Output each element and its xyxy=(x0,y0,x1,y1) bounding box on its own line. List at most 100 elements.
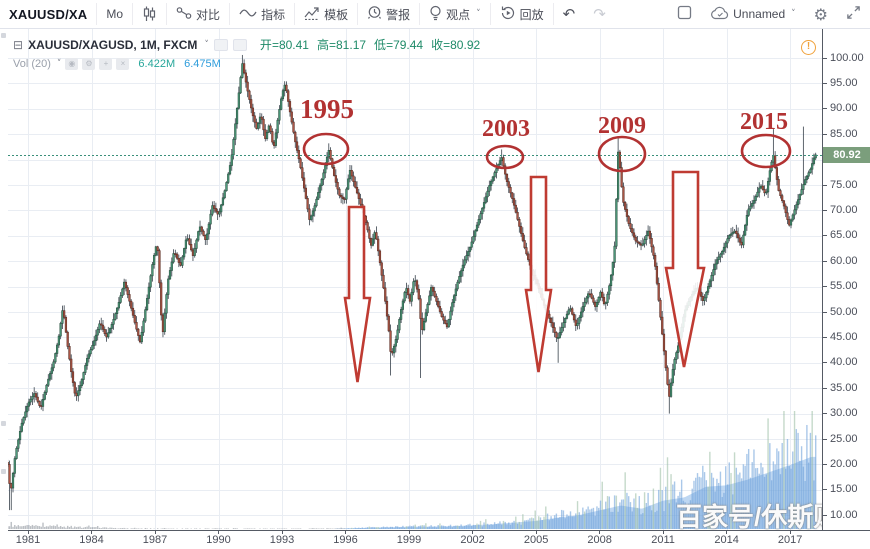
undo-button[interactable]: ↶ xyxy=(554,0,585,28)
volume-current-value: 6.422M xyxy=(138,58,176,70)
volume-label[interactable]: Vol (20) xyxy=(13,58,51,70)
cloud-save-button[interactable]: Unnamed ˅ xyxy=(701,0,805,28)
price-tick-label: 100.00 xyxy=(830,51,864,64)
collapse-legend-icon[interactable]: ⊟ xyxy=(13,37,24,52)
volume-close-button[interactable]: × xyxy=(116,58,130,70)
time-tick-label: 2011 xyxy=(651,534,675,546)
price-tick-mark xyxy=(823,260,827,262)
indicators-button[interactable]: 指标 xyxy=(230,0,294,28)
compare-button[interactable]: 对比 xyxy=(167,0,229,28)
low-value: =79.44 xyxy=(386,38,424,52)
open-value: =80.41 xyxy=(271,38,309,52)
price-tick-mark xyxy=(823,209,827,211)
replay-label: 回放 xyxy=(519,7,544,22)
data-warning-icon[interactable]: ! xyxy=(801,40,816,55)
price-tick-label: 35.00 xyxy=(830,381,858,394)
fullscreen-button[interactable] xyxy=(837,0,870,28)
lightbulb-icon xyxy=(429,5,442,24)
alarm-clock-icon xyxy=(367,5,382,23)
price-tick-mark xyxy=(823,82,827,84)
indicators-wave-icon xyxy=(239,7,257,22)
time-tick-label: 2014 xyxy=(714,534,739,546)
volume-eye-button[interactable]: ◉ xyxy=(65,58,79,70)
price-tick-label: 20.00 xyxy=(830,457,858,470)
baijiahao-watermark: 百家号/休斯财 xyxy=(676,502,822,530)
price-axis[interactable]: 80.92 100.00 95.00 90.00 85.00 75.00 70.00 65.… xyxy=(822,29,870,530)
legend-eye-button[interactable] xyxy=(213,38,228,51)
toolbar-divider xyxy=(419,3,421,25)
high-value: =81.17 xyxy=(329,38,367,52)
legend-symbol-text[interactable]: XAUUSD/XAGUSD, 1M, FXCM xyxy=(28,37,198,52)
interval-button[interactable]: Mo xyxy=(97,0,132,28)
price-tick-mark xyxy=(823,133,827,135)
high-label: 高 xyxy=(316,38,329,52)
time-tick-label: 1984 xyxy=(79,534,104,546)
price-tick-label: 10.00 xyxy=(830,508,858,521)
interval-label: Mo xyxy=(106,7,124,21)
ideas-button[interactable]: 观点 ˅ xyxy=(420,0,490,28)
time-tick-label: 1987 xyxy=(142,534,168,546)
redo-button[interactable]: ↷ xyxy=(584,0,615,28)
undo-arrow-icon: ↶ xyxy=(562,5,576,23)
price-tick-mark xyxy=(823,336,827,338)
chevron-down-icon: ˅ xyxy=(791,9,796,19)
time-axis[interactable]: 1981 1984 1987 1990 1993 1996 1999 2002 2005 2008… xyxy=(8,530,870,549)
price-tick-label: 90.00 xyxy=(830,102,858,115)
price-tick-label: 70.00 xyxy=(830,203,858,216)
price-tick-mark xyxy=(823,413,827,415)
last-price-badge: 80.92 xyxy=(823,146,870,163)
price-tick-label: 40.00 xyxy=(830,356,858,369)
drawing-tool-mark xyxy=(1,33,6,38)
price-tick-label: 50.00 xyxy=(830,305,858,318)
time-tick-label: 1990 xyxy=(206,534,231,546)
time-tick-mark xyxy=(472,531,474,534)
chevron-down-icon: ˅ xyxy=(476,9,481,19)
compare-icon xyxy=(176,6,192,23)
legend-settings-button[interactable] xyxy=(232,38,247,51)
replay-button[interactable]: 回放 xyxy=(491,0,553,28)
toolbar-divider xyxy=(229,3,231,25)
price-tick-mark xyxy=(823,235,827,237)
templates-label: 模板 xyxy=(324,7,349,22)
volume-add-button[interactable]: + xyxy=(99,58,113,70)
volume-settings-button[interactable]: ⚙ xyxy=(82,58,96,70)
time-tick-mark xyxy=(91,531,92,534)
chevron-down-icon[interactable]: ˅ xyxy=(56,59,62,69)
price-tick-label: 95.00 xyxy=(830,76,858,89)
toolbar-divider xyxy=(166,3,168,25)
toolbar-divider xyxy=(294,3,296,25)
indicators-label: 指标 xyxy=(261,7,286,22)
price-tick-mark xyxy=(823,438,827,440)
drawing-toolbar-collapsed[interactable] xyxy=(0,29,8,530)
price-tick-label: 45.00 xyxy=(830,330,858,343)
time-tick-mark xyxy=(154,531,156,534)
chart-pane: 1995 2003 2009 2015 ⊟ XAUUSD/XAGUSD, 1M,… xyxy=(8,29,822,530)
price-tick-mark xyxy=(823,489,827,491)
symbol-search-button[interactable]: XAUUSD/XA xyxy=(0,0,96,28)
price-tick-mark xyxy=(823,362,827,364)
templates-button[interactable]: 模板 xyxy=(295,0,357,28)
time-tick-label: 2017 xyxy=(777,534,803,546)
price-tick-label: 55.00 xyxy=(830,280,858,293)
time-tick-mark xyxy=(535,531,537,534)
candlestick-chart-canvas[interactable] xyxy=(8,29,822,530)
screenshot-button[interactable] xyxy=(668,0,701,28)
chart-style-button[interactable] xyxy=(133,0,166,28)
price-tick-label: 15.00 xyxy=(830,483,858,496)
screenshot-square-icon xyxy=(677,5,692,23)
ohlc-readout: 开=80.41 高=81.17 低=79.44 收=80.92 xyxy=(260,36,480,53)
drawing-tool-mark xyxy=(1,469,6,474)
toolbar-divider xyxy=(132,3,134,25)
time-tick-label: 2002 xyxy=(460,534,485,546)
time-tick-label: 1996 xyxy=(333,534,358,546)
cloud-icon xyxy=(710,6,729,23)
time-tick-mark xyxy=(218,531,220,534)
price-tick-label: 60.00 xyxy=(830,254,858,267)
symbol-label: XAUUSD/XA xyxy=(9,6,88,22)
toolbar-divider xyxy=(357,3,359,25)
settings-button[interactable]: ⚙ xyxy=(805,0,837,28)
chevron-down-icon[interactable]: ˅ xyxy=(204,39,209,50)
alerts-label: 警报 xyxy=(386,7,411,22)
alerts-button[interactable]: 警报 xyxy=(358,0,419,28)
toolbar-divider xyxy=(489,3,491,25)
